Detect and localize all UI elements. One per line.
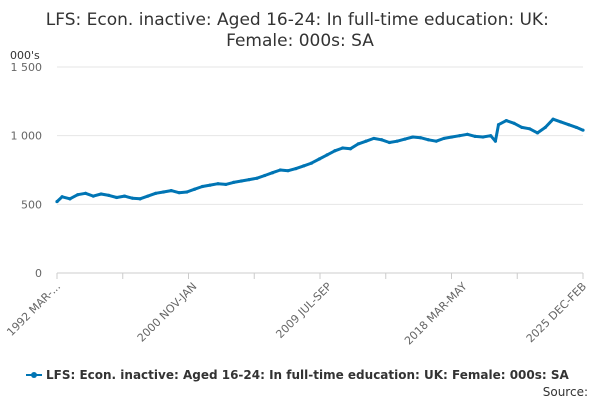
data-point[interactable] bbox=[91, 194, 95, 198]
data-point[interactable] bbox=[247, 178, 251, 182]
chart-title-line-1: LFS: Econ. inactive: Aged 16-24: In full… bbox=[46, 10, 549, 30]
x-tick-label: 2000 NOV-JAN bbox=[135, 280, 200, 345]
chart-title: LFS: Econ. inactive: Aged 16-24: In full… bbox=[46, 10, 554, 51]
data-point[interactable] bbox=[356, 142, 360, 146]
chart-title-line-2: Female: 000s: SA bbox=[226, 31, 374, 51]
data-point[interactable] bbox=[504, 118, 508, 123]
data-point[interactable] bbox=[364, 139, 368, 143]
data-point[interactable] bbox=[528, 127, 532, 131]
gridlines bbox=[57, 66, 583, 205]
data-point[interactable] bbox=[411, 135, 415, 139]
data-point[interactable] bbox=[581, 128, 585, 132]
data-point[interactable] bbox=[294, 167, 298, 171]
legend-label: LFS: Econ. inactive: Aged 16-24: In full… bbox=[46, 368, 570, 382]
y-tick-label: 1 000 bbox=[11, 130, 43, 143]
y-tick-label: 500 bbox=[21, 198, 42, 211]
data-point[interactable] bbox=[434, 139, 438, 143]
data-point[interactable] bbox=[231, 180, 236, 184]
data-point[interactable] bbox=[325, 153, 329, 157]
data-point[interactable] bbox=[426, 138, 430, 142]
data-point[interactable] bbox=[208, 183, 212, 187]
data-point[interactable] bbox=[224, 182, 228, 187]
data-point[interactable] bbox=[122, 194, 127, 198]
data-point[interactable] bbox=[341, 146, 345, 150]
data-point[interactable] bbox=[450, 135, 454, 139]
data-point[interactable] bbox=[481, 135, 485, 139]
legend[interactable]: LFS: Econ. inactive: Aged 16-24: In full… bbox=[26, 368, 570, 382]
x-tick-label: 2018 MAR-MAY bbox=[402, 280, 470, 348]
data-point[interactable] bbox=[255, 176, 259, 180]
data-point[interactable] bbox=[286, 169, 290, 173]
data-point[interactable] bbox=[154, 191, 158, 195]
data-point[interactable] bbox=[193, 187, 197, 191]
data-point[interactable] bbox=[574, 125, 579, 130]
data-point[interactable] bbox=[278, 168, 282, 172]
data-point[interactable] bbox=[76, 193, 80, 197]
data-point[interactable] bbox=[543, 125, 547, 130]
data-point[interactable] bbox=[387, 140, 392, 145]
data-point[interactable] bbox=[419, 136, 423, 140]
x-tick-label: 2025 DEC-FEB bbox=[524, 280, 589, 345]
y-tick-label: 1 500 bbox=[11, 61, 43, 74]
data-point[interactable] bbox=[496, 123, 501, 127]
data-point[interactable] bbox=[372, 136, 376, 141]
data-point[interactable] bbox=[107, 193, 111, 198]
data-point[interactable] bbox=[442, 136, 446, 141]
series-line bbox=[55, 117, 584, 203]
data-point[interactable] bbox=[489, 134, 493, 138]
data-point[interactable] bbox=[216, 182, 220, 186]
data-point[interactable] bbox=[138, 197, 142, 201]
data-point[interactable] bbox=[99, 192, 103, 196]
x-tick-label: 2009 JUL-SEP bbox=[273, 280, 334, 341]
data-point[interactable] bbox=[395, 139, 399, 143]
data-point[interactable] bbox=[130, 196, 134, 200]
series-group bbox=[55, 117, 585, 204]
y-axis-ticks: 0 500 1 000 1 500 bbox=[11, 61, 43, 280]
data-point[interactable] bbox=[161, 190, 166, 194]
y-unit-label: 000's bbox=[10, 49, 40, 62]
data-point[interactable] bbox=[333, 149, 337, 153]
data-point[interactable] bbox=[68, 197, 72, 201]
data-point[interactable] bbox=[493, 139, 498, 143]
data-point[interactable] bbox=[309, 161, 314, 165]
data-point[interactable] bbox=[457, 134, 462, 138]
source-label: Source: bbox=[543, 385, 588, 399]
y-tick-label: 0 bbox=[35, 267, 42, 280]
data-point[interactable] bbox=[302, 164, 306, 168]
data-point[interactable] bbox=[60, 195, 64, 199]
data-point[interactable] bbox=[403, 137, 407, 141]
data-point[interactable] bbox=[535, 131, 540, 135]
data-point[interactable] bbox=[185, 190, 189, 194]
data-point[interactable] bbox=[169, 189, 173, 193]
x-axis-ticks: 1992 MAR-... 2000 NOV-JAN 2009 JUL-SEP 2018… bbox=[4, 273, 589, 348]
data-point[interactable] bbox=[270, 171, 275, 175]
legend-marker bbox=[31, 372, 37, 378]
data-point[interactable] bbox=[177, 191, 181, 195]
data-point[interactable] bbox=[520, 125, 524, 130]
data-point[interactable] bbox=[263, 173, 267, 178]
data-point[interactable] bbox=[380, 138, 384, 142]
data-point[interactable] bbox=[567, 123, 571, 127]
data-point[interactable] bbox=[146, 194, 150, 198]
data-point[interactable] bbox=[512, 121, 516, 125]
data-point[interactable] bbox=[551, 117, 555, 121]
data-point[interactable] bbox=[200, 184, 205, 189]
data-point[interactable] bbox=[559, 120, 563, 124]
data-point[interactable] bbox=[348, 147, 353, 151]
x-tick-label: 1992 MAR-... bbox=[4, 280, 63, 339]
data-point[interactable] bbox=[473, 134, 477, 138]
data-point[interactable] bbox=[55, 199, 59, 204]
data-point[interactable] bbox=[465, 132, 469, 136]
data-point[interactable] bbox=[115, 195, 119, 200]
data-point[interactable] bbox=[239, 179, 243, 183]
data-point[interactable] bbox=[317, 157, 321, 161]
data-point[interactable] bbox=[83, 191, 88, 195]
